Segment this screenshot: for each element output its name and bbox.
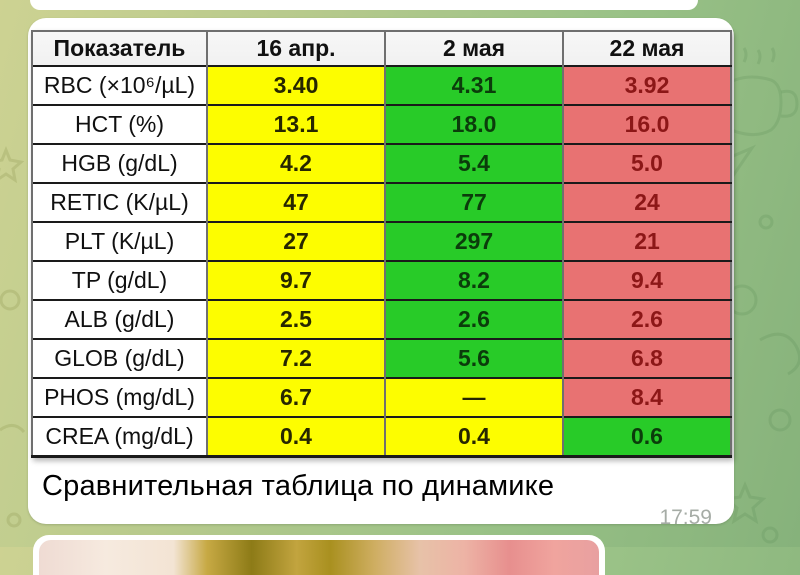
row-label: CREA (mg/dL) <box>31 416 207 457</box>
value-cell: 77 <box>384 182 563 222</box>
row-label: PLT (K/µL) <box>31 221 207 261</box>
value-cell: 4.31 <box>384 65 563 105</box>
table-row: RBC (×10⁶/µL) 3.40 4.31 3.92 <box>31 65 731 105</box>
row-label: GLOB (g/dL) <box>31 338 207 378</box>
value-cell: 13.1 <box>206 104 385 144</box>
column-header-date-3: 22 мая <box>562 30 731 66</box>
previous-message-bubble[interactable] <box>30 0 698 10</box>
message-time: 17:59 <box>659 506 712 529</box>
value-cell: 297 <box>384 221 563 261</box>
row-label: HGB (g/dL) <box>31 143 207 183</box>
value-cell: 47 <box>206 182 385 222</box>
table-header-row: Показатель 16 апр. 2 мая 22 мая <box>31 30 731 66</box>
table-row: HCT (%) 13.1 18.0 16.0 <box>31 104 731 144</box>
table-row: ALB (g/dL) 2.5 2.6 2.6 <box>31 299 731 339</box>
value-cell: 3.40 <box>206 65 385 105</box>
value-cell: 5.4 <box>384 143 563 183</box>
table-row: RETIC (K/µL) 47 77 24 <box>31 182 731 222</box>
table-row: HGB (g/dL) 4.2 5.4 5.0 <box>31 143 731 183</box>
value-cell: 9.4 <box>562 260 731 300</box>
value-cell: 8.4 <box>562 377 731 417</box>
next-message-photo[interactable] <box>39 540 599 575</box>
value-cell: 0.4 <box>384 416 563 457</box>
value-cell: 6.7 <box>206 377 385 417</box>
value-cell: 18.0 <box>384 104 563 144</box>
row-label: ALB (g/dL) <box>31 299 207 339</box>
table-row: PLT (K/µL) 27 297 21 <box>31 221 731 261</box>
value-cell: 0.4 <box>206 416 385 457</box>
value-cell: 27 <box>206 221 385 261</box>
table-row: CREA (mg/dL) 0.4 0.4 0.6 <box>31 416 731 457</box>
column-header-date-1: 16 апр. <box>206 30 385 66</box>
value-cell: 8.2 <box>384 260 563 300</box>
row-label: RETIC (K/µL) <box>31 182 207 222</box>
value-cell: 2.6 <box>562 299 731 339</box>
row-label: HCT (%) <box>31 104 207 144</box>
value-cell: 5.0 <box>562 143 731 183</box>
value-cell: 4.2 <box>206 143 385 183</box>
table-row: GLOB (g/dL) 7.2 5.6 6.8 <box>31 338 731 378</box>
next-message-bubble[interactable] <box>33 535 605 575</box>
column-header-indicator: Показатель <box>31 30 207 66</box>
message-bubble[interactable]: Показатель 16 апр. 2 мая 22 мая RBC (×10… <box>28 18 734 529</box>
value-cell: 0.6 <box>562 416 731 457</box>
value-cell: 6.8 <box>562 338 731 378</box>
value-cell: 2.5 <box>206 299 385 339</box>
table-row: TP (g/dL) 9.7 8.2 9.4 <box>31 260 731 300</box>
row-label: RBC (×10⁶/µL) <box>31 65 207 105</box>
message-caption: Сравнительная таблица по динамике <box>42 470 555 502</box>
lab-results-table: Показатель 16 апр. 2 мая 22 мая RBC (×10… <box>31 30 732 458</box>
value-cell: 7.2 <box>206 338 385 378</box>
value-cell: — <box>384 377 563 417</box>
value-cell: 2.6 <box>384 299 563 339</box>
value-cell: 24 <box>562 182 731 222</box>
lab-table-body: RBC (×10⁶/µL) 3.40 4.31 3.92 HCT (%) 13.1 18.0… <box>31 65 731 457</box>
row-label: TP (g/dL) <box>31 260 207 300</box>
table-row: PHOS (mg/dL) 6.7—8.4 <box>31 377 731 417</box>
row-label: PHOS (mg/dL) <box>31 377 207 417</box>
value-cell: 3.92 <box>562 65 731 105</box>
value-cell: 5.6 <box>384 338 563 378</box>
column-header-date-2: 2 мая <box>384 30 563 66</box>
value-cell: 16.0 <box>562 104 731 144</box>
table-image[interactable]: Показатель 16 апр. 2 мая 22 мая RBC (×10… <box>31 30 732 458</box>
value-cell: 21 <box>562 221 731 261</box>
value-cell: 9.7 <box>206 260 385 300</box>
